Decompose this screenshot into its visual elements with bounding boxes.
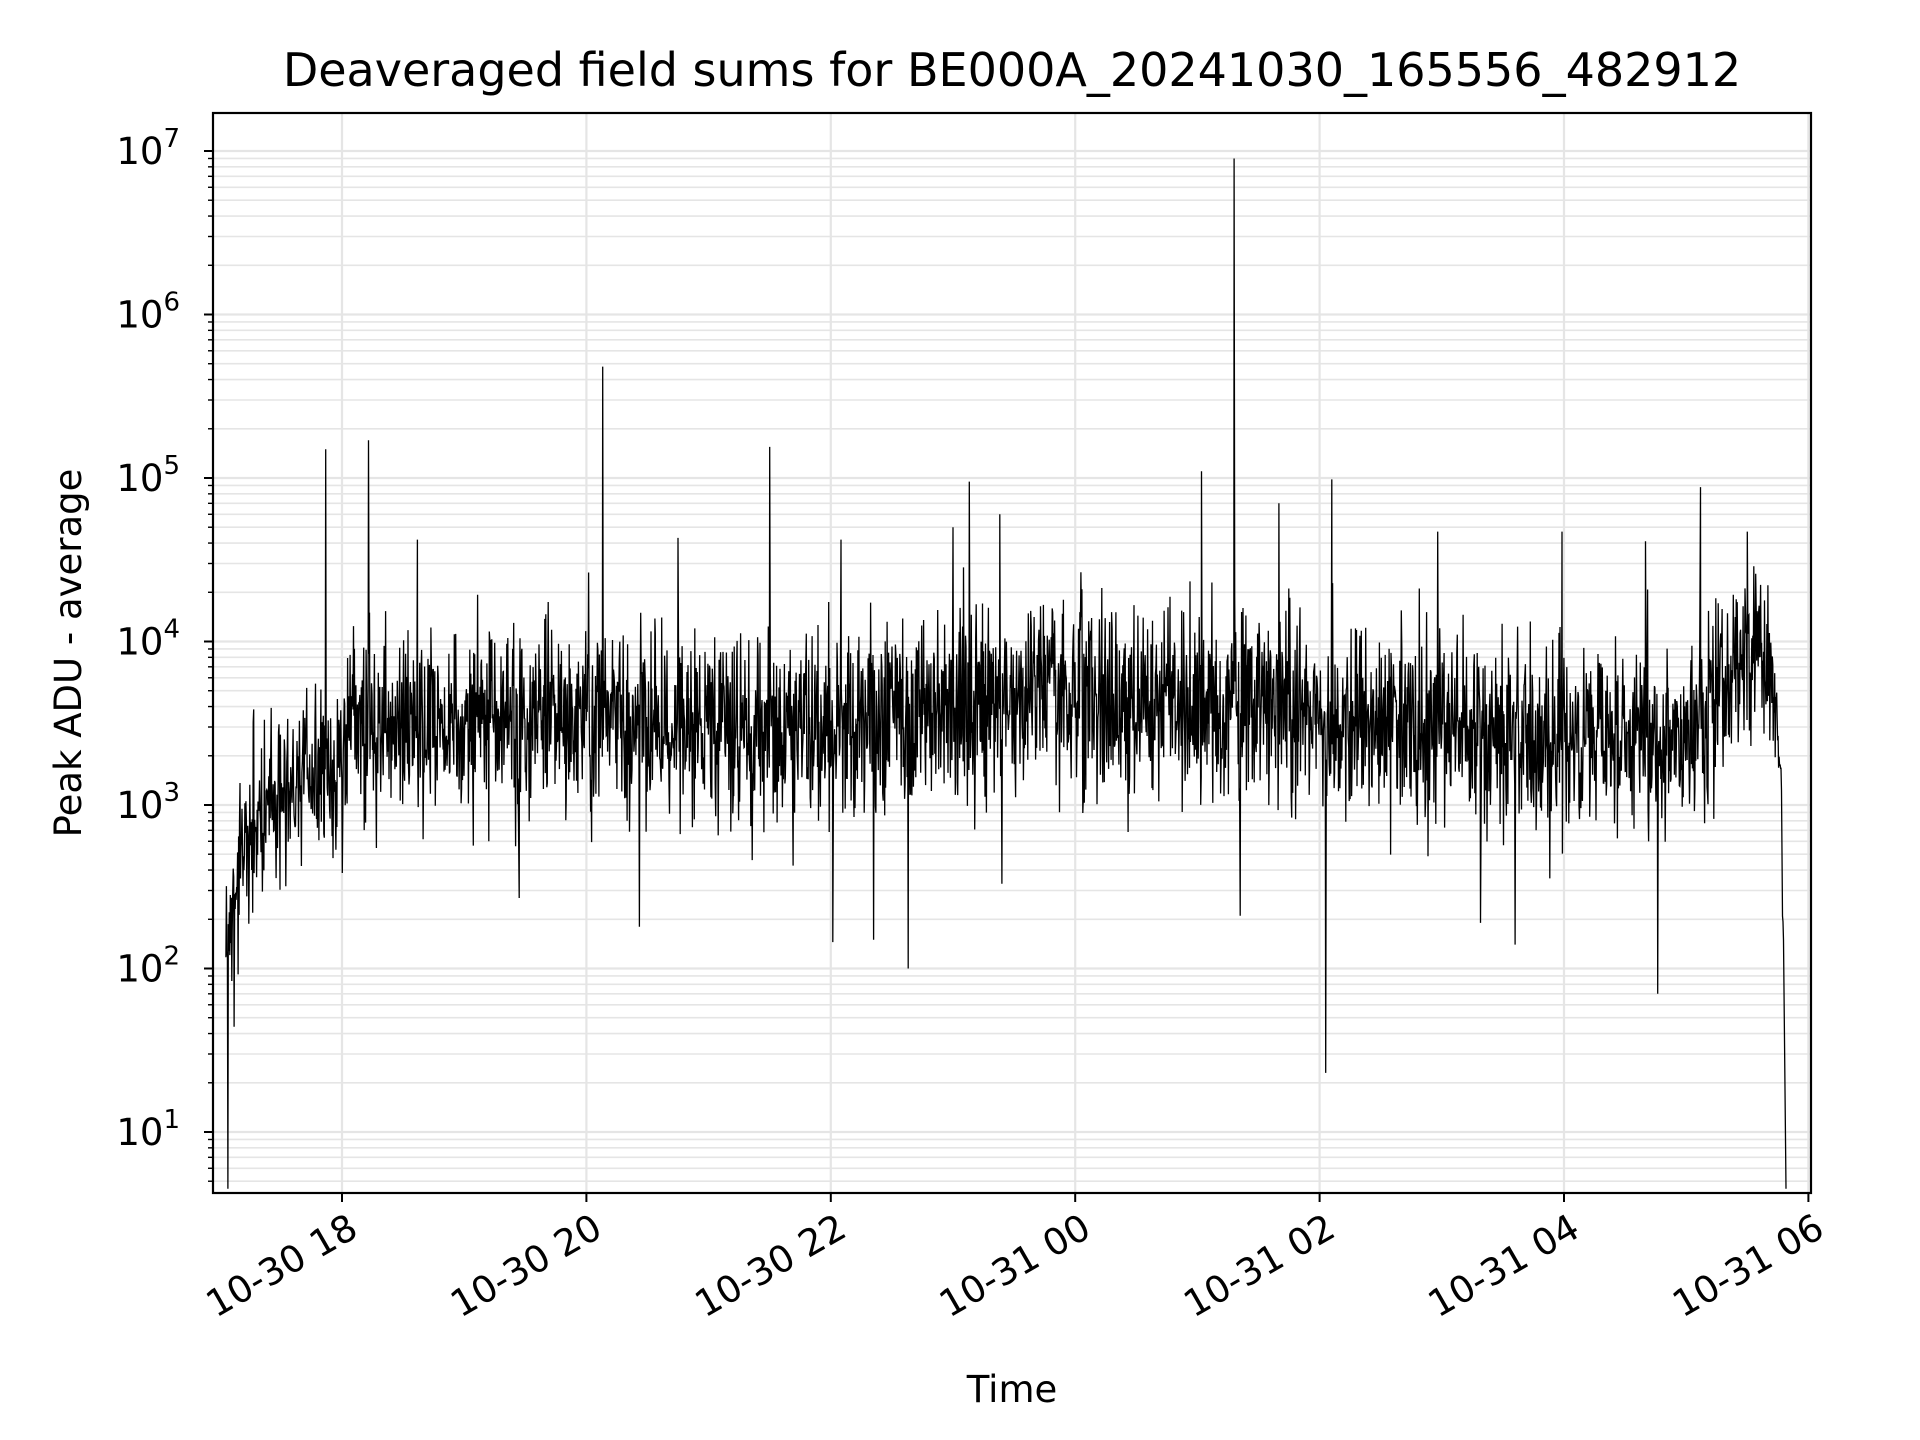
y-tick-label: 104: [116, 615, 180, 664]
y-tick-label: 103: [116, 778, 180, 827]
axis-ticks: [204, 150, 1810, 1202]
chart-title: Deaveraged field sums for BE000A_2024103…: [283, 43, 1741, 97]
plot-frame: [211, 111, 1813, 1195]
y-tick-label: 105: [116, 451, 180, 500]
series-line: [225, 158, 1787, 1189]
y-tick-label: 102: [116, 942, 180, 991]
y-tick-label: 107: [116, 124, 180, 173]
x-axis-label: Time: [966, 1368, 1058, 1411]
y-axis-label: Peak ADU - average: [47, 469, 90, 838]
y-tick-label: 106: [116, 288, 180, 337]
series-layer: [225, 158, 1787, 1189]
y-tick-label: 101: [116, 1105, 180, 1154]
grid-lines: [213, 113, 1811, 1193]
